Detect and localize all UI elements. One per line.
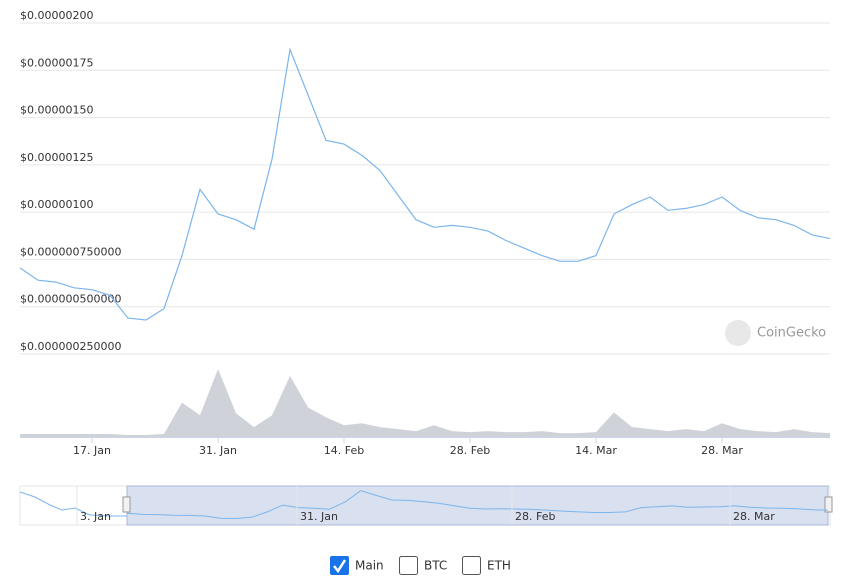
y-tick-label: $0.000000750000 <box>20 245 121 258</box>
checkbox[interactable] <box>330 556 349 575</box>
toggle-label: ETH <box>487 559 511 573</box>
checkbox[interactable] <box>462 556 481 575</box>
navigator-line-outside <box>19 491 127 517</box>
navigator <box>19 485 833 526</box>
navigator-line <box>126 490 829 520</box>
navigator-handle[interactable] <box>824 496 833 513</box>
y-tick-label: $0.00000175 <box>20 56 93 69</box>
navigator-frame <box>19 485 831 526</box>
volume-area <box>20 369 830 437</box>
price-line <box>19 47 831 321</box>
navigator-selection[interactable] <box>126 485 829 526</box>
series-toggle[interactable]: Main <box>330 556 384 575</box>
x-tick-label: 17. Jan <box>73 444 111 457</box>
y-tick-label: $0.000000250000 <box>20 340 121 353</box>
y-tick-label: $0.00000150 <box>20 104 93 117</box>
y-tick-label: $0.00000100 <box>20 198 93 211</box>
series-toggle[interactable]: ETH <box>462 556 511 575</box>
watermark-logo <box>725 320 751 346</box>
watermark: CoinGecko <box>757 326 826 341</box>
y-tick-label: $0.000000500000 <box>20 293 121 306</box>
x-tick-label: 28. Feb <box>450 444 490 457</box>
checkbox[interactable] <box>399 556 418 575</box>
x-tick-label: 28. Mar <box>701 444 743 457</box>
y-tick-label: $0.00000200 <box>20 9 93 22</box>
navigator-label: 28. Mar <box>733 510 775 523</box>
x-tick-label: 14. Feb <box>324 444 364 457</box>
navigator-label: 3. Jan <box>80 510 111 523</box>
x-tick-label: 14. Mar <box>575 444 617 457</box>
toggle-label: Main <box>355 559 384 573</box>
navigator-label: 31. Jan <box>300 510 338 523</box>
checkmark <box>333 559 347 574</box>
toggle-label: BTC <box>424 559 447 573</box>
x-tick-label: 31. Jan <box>199 444 237 457</box>
navigator-label: 28. Feb <box>515 510 555 523</box>
series-toggle[interactable]: BTC <box>399 556 448 575</box>
navigator-handle[interactable] <box>122 496 131 513</box>
y-tick-label: $0.00000125 <box>20 151 93 164</box>
